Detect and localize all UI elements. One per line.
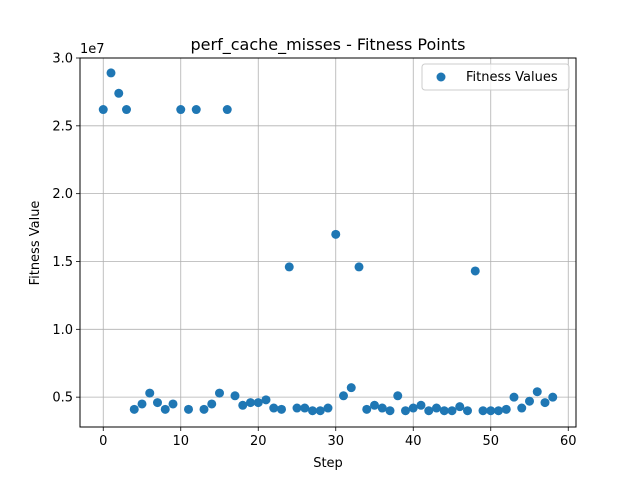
data-point	[424, 406, 434, 416]
data-point	[160, 404, 170, 414]
y-tick-label: 1.5	[52, 255, 73, 270]
data-point	[168, 399, 178, 409]
data-point	[215, 388, 224, 398]
data-point	[323, 403, 333, 413]
chart-title: perf_cache_misses - Fitness Points	[191, 35, 466, 55]
data-point	[494, 406, 503, 416]
data-point	[230, 391, 240, 401]
x-tick-label: 40	[405, 434, 422, 449]
y-tick-label: 1.0	[52, 323, 73, 338]
data-point	[393, 391, 403, 401]
data-point	[486, 406, 496, 416]
data-point	[222, 105, 232, 115]
data-point	[238, 400, 248, 410]
data-point	[176, 105, 186, 115]
data-point	[401, 406, 410, 416]
data-point	[308, 406, 317, 416]
data-point	[346, 383, 356, 393]
data-point	[253, 398, 263, 408]
data-point	[315, 406, 325, 416]
data-point	[184, 404, 193, 414]
data-point	[114, 88, 124, 98]
data-point	[122, 105, 131, 115]
x-tick-label: 10	[172, 434, 189, 449]
data-point	[470, 266, 480, 276]
data-point	[540, 398, 550, 408]
data-point	[517, 403, 527, 413]
data-point	[447, 406, 457, 416]
data-point	[463, 406, 472, 416]
data-point	[354, 262, 364, 272]
grid	[80, 57, 576, 427]
x-tick-label: 0	[99, 434, 107, 449]
axis-ticks: 0 10 20 30 40 50 60 0.5 1.0 1.5 2.0 2.5 3.0	[52, 52, 576, 450]
y-tick-label: 3.0	[52, 52, 73, 67]
data-point	[478, 406, 488, 416]
data-point	[501, 404, 511, 414]
y-axis-title: Fitness Value	[28, 201, 43, 286]
data-point	[246, 398, 255, 408]
data-point	[532, 387, 542, 397]
y-tick-label: 2.5	[52, 119, 73, 134]
data-point	[269, 403, 279, 413]
data-point	[455, 402, 465, 412]
data-point	[525, 396, 534, 406]
data-point	[362, 404, 372, 414]
legend-marker	[436, 72, 446, 82]
x-tick-label: 60	[560, 434, 577, 449]
data-point	[408, 403, 418, 413]
data-point	[145, 388, 155, 398]
legend-label: Fitness Values	[466, 70, 558, 85]
data-point	[385, 406, 395, 416]
data-point	[261, 395, 271, 405]
data-point	[432, 403, 441, 413]
data-point	[416, 400, 426, 410]
y-tick-label: 2.0	[52, 187, 73, 202]
data-point	[339, 391, 348, 401]
data-point	[106, 68, 116, 78]
data-point	[129, 404, 139, 414]
data-points	[98, 68, 558, 416]
data-point	[277, 404, 286, 414]
data-point	[509, 392, 519, 402]
data-point	[331, 229, 341, 239]
data-point	[548, 392, 558, 402]
data-point	[207, 399, 217, 409]
plot-area-frame	[79, 57, 577, 428]
x-axis-title: Step	[313, 456, 343, 471]
data-point	[300, 403, 310, 413]
data-point	[137, 399, 147, 409]
data-point	[191, 105, 201, 115]
legend-box	[421, 63, 570, 91]
data-point	[377, 403, 387, 413]
data-point	[439, 406, 449, 416]
data-point	[292, 403, 302, 413]
legend: Fitness Values	[421, 63, 570, 91]
x-tick-label: 50	[482, 434, 499, 449]
y-tick-label: 0.5	[52, 391, 73, 406]
data-point	[284, 262, 294, 272]
y-axis-multiplier: 1e7	[80, 42, 105, 57]
x-tick-label: 30	[327, 434, 344, 449]
x-tick-label: 20	[250, 434, 267, 449]
data-point	[370, 400, 379, 410]
data-point	[98, 105, 108, 115]
data-point	[153, 398, 162, 408]
data-point	[199, 404, 209, 414]
